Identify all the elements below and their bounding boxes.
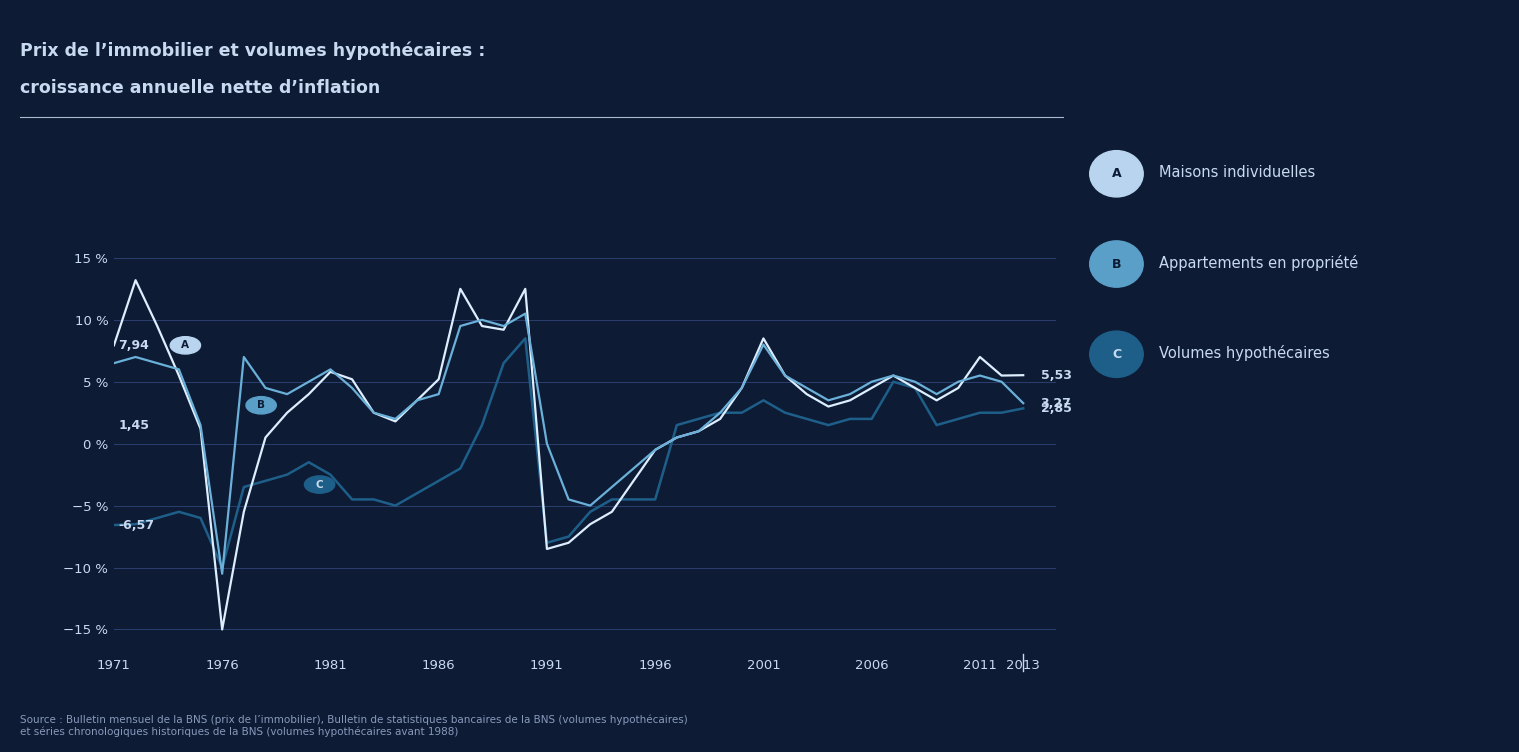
Text: 3,27: 3,27	[1041, 396, 1071, 410]
Text: B: B	[1112, 257, 1121, 271]
Text: -6,57: -6,57	[118, 519, 155, 532]
Circle shape	[1089, 150, 1144, 197]
Text: Prix de l’immobilier et volumes hypothécaires :: Prix de l’immobilier et volumes hypothéc…	[20, 41, 485, 60]
Text: 1,45: 1,45	[118, 419, 149, 432]
Text: croissance annuelle nette d’inflation: croissance annuelle nette d’inflation	[20, 79, 380, 97]
Text: A: A	[1112, 167, 1121, 180]
Text: 7,94: 7,94	[118, 339, 149, 352]
Circle shape	[246, 396, 276, 414]
Circle shape	[1089, 241, 1144, 287]
Circle shape	[1089, 331, 1144, 378]
Text: Appartements en propriété: Appartements en propriété	[1159, 255, 1358, 271]
Circle shape	[170, 337, 201, 354]
Text: 5,53: 5,53	[1041, 368, 1071, 382]
Text: A: A	[181, 341, 190, 350]
Text: C: C	[1112, 347, 1121, 361]
Text: 2,85: 2,85	[1041, 402, 1071, 415]
Text: Volumes hypothécaires: Volumes hypothécaires	[1159, 345, 1329, 362]
Text: C: C	[316, 480, 324, 490]
Circle shape	[304, 476, 334, 493]
Text: Maisons individuelles: Maisons individuelles	[1159, 165, 1315, 180]
Text: B: B	[257, 400, 266, 411]
Text: Source : Bulletin mensuel de la BNS (prix de l’immobilier), Bulletin de statisti: Source : Bulletin mensuel de la BNS (pri…	[20, 714, 688, 737]
